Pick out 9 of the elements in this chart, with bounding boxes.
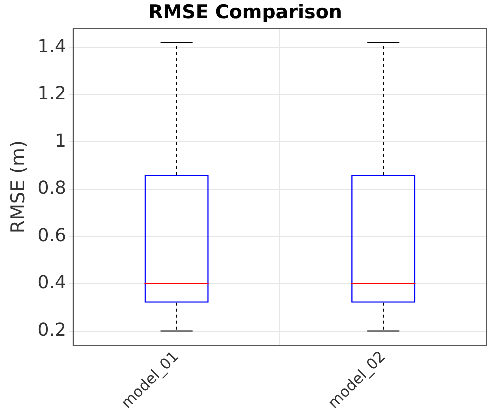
y-tick-label: 1 — [54, 130, 66, 152]
y-axis-title: RMSE (m) — [7, 140, 30, 234]
chart-title: RMSE Comparison — [148, 1, 342, 24]
y-tick-label: 0.8 — [38, 178, 66, 200]
y-tick-label: 0.6 — [38, 225, 66, 246]
y-tick-label: 1.2 — [38, 84, 66, 105]
y-tick-label: 0.2 — [38, 320, 66, 341]
y-tick-label: 0.4 — [38, 272, 66, 294]
y-tick-label: 1.4 — [38, 36, 66, 58]
